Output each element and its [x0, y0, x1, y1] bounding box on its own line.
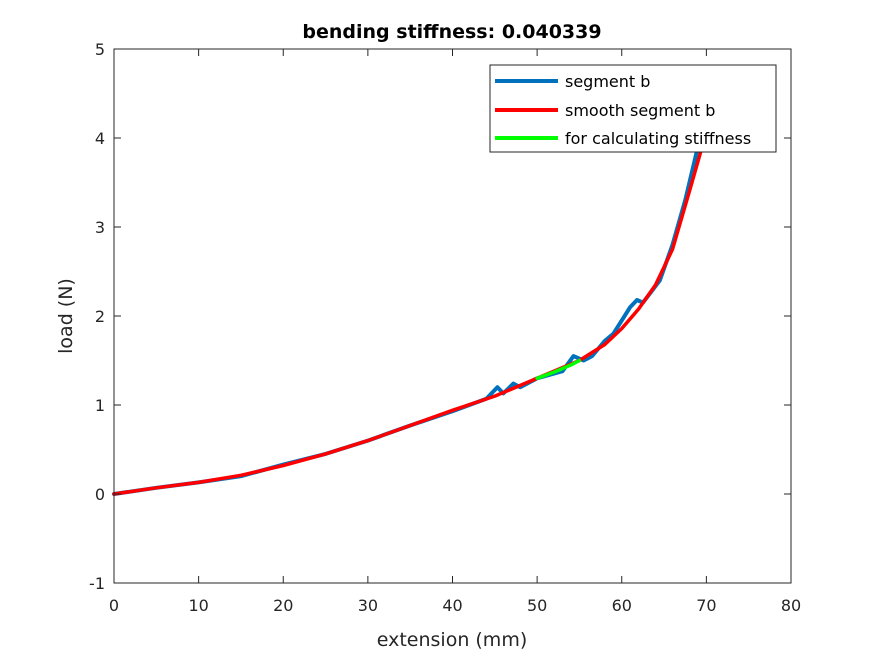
y-tick-label: 0 — [95, 485, 105, 504]
series-layer — [112, 64, 722, 496]
chart-title: bending stiffness: 0.040339 — [302, 21, 601, 43]
x-axis-label: extension (mm) — [377, 629, 528, 651]
y-tick-label: 5 — [95, 40, 105, 59]
x-tick-label: 40 — [442, 596, 462, 615]
axes-box — [113, 48, 792, 584]
x-tick-label: 80 — [781, 596, 801, 615]
y-tick-label: 1 — [95, 396, 105, 415]
legend-label-calculating-stiffness: for calculating stiffness — [565, 129, 751, 148]
y-tick-label: 2 — [95, 307, 105, 326]
series-line-calculating-stiffness — [535, 358, 582, 381]
legend-label-smooth-segment-b: smooth segment b — [565, 101, 715, 120]
x-tick-label: 0 — [109, 596, 119, 615]
x-tick-label: 20 — [273, 596, 293, 615]
y-axis-label: load (N) — [55, 278, 77, 354]
x-tick-label: 30 — [358, 596, 378, 615]
x-tick-label: 50 — [527, 596, 547, 615]
legend-label-segment-b: segment b — [565, 72, 650, 91]
x-tick-label: 10 — [188, 596, 208, 615]
legend: segment b smooth segment b for calculati… — [489, 64, 777, 153]
y-tick-label: 4 — [95, 129, 105, 148]
y-tick-label: -1 — [89, 574, 105, 593]
x-tick-label: 70 — [696, 596, 716, 615]
y-tick-label: 3 — [95, 218, 105, 237]
x-tick-label: 60 — [612, 596, 632, 615]
